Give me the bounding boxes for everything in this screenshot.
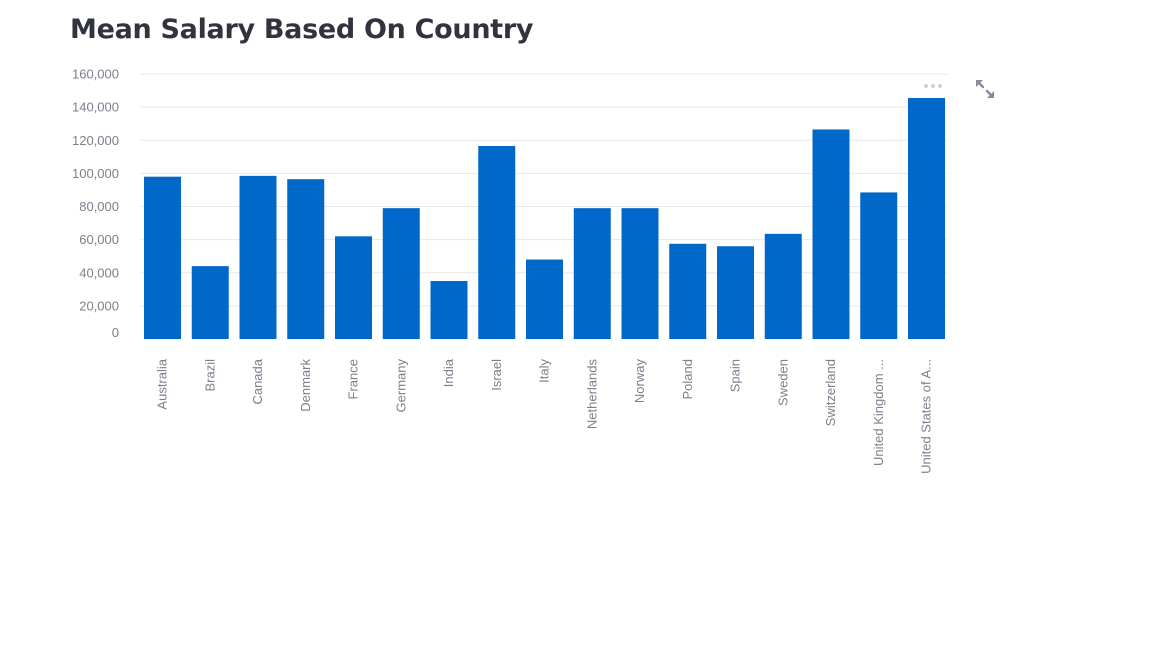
bar-brazil[interactable] — [191, 266, 229, 339]
y-tick-label: 0 — [112, 325, 119, 340]
x-tick-label: Netherlands — [584, 359, 599, 430]
x-tick-label: Denmark — [298, 359, 313, 412]
bar-denmark[interactable] — [287, 179, 325, 339]
x-tick-label: France — [346, 359, 361, 399]
bar-poland[interactable] — [669, 243, 707, 339]
bar-spain[interactable] — [717, 246, 754, 339]
y-tick-label: 20,000 — [79, 298, 119, 313]
expand-icon[interactable] — [974, 78, 996, 100]
x-tick-label: Brazil — [202, 359, 217, 392]
x-tick-label: Italy — [537, 359, 552, 383]
bar-israel[interactable] — [478, 146, 516, 339]
bar-australia[interactable] — [144, 176, 181, 339]
x-tick-label: Switzerland — [823, 359, 838, 426]
more-horizontal-icon[interactable] — [924, 80, 944, 92]
bar-india[interactable] — [430, 281, 468, 339]
x-tick-label: Israel — [489, 359, 504, 391]
y-axis-ticks: 0 20,000 40,000 60,000 80,000 100,000 120,000 1… — [72, 67, 119, 341]
bars — [144, 98, 945, 339]
y-tick-label: 120,000 — [72, 133, 119, 148]
x-tick-label: United Kingdom ... — [871, 359, 886, 466]
x-tick-label: Germany — [393, 359, 408, 413]
x-tick-label: Norway — [632, 359, 647, 404]
x-axis-ticks: Australia Brazil Canada Denmark France German… — [155, 358, 934, 474]
bar-united-states-of-a[interactable] — [908, 98, 945, 339]
y-tick-label: 160,000 — [72, 67, 119, 82]
y-tick-label: 100,000 — [72, 166, 119, 181]
y-tick-label: 60,000 — [79, 232, 119, 247]
x-tick-label: Poland — [680, 359, 695, 399]
bar-netherlands[interactable] — [573, 208, 611, 339]
bar-canada[interactable] — [239, 175, 277, 339]
bar-germany[interactable] — [382, 208, 420, 339]
y-tick-label: 80,000 — [79, 199, 119, 214]
x-tick-label: Australia — [155, 358, 170, 409]
bar-norway[interactable] — [621, 208, 659, 339]
y-tick-label: 140,000 — [72, 100, 119, 115]
bar-france[interactable] — [335, 236, 372, 339]
bar-switzerland[interactable] — [812, 129, 850, 339]
page-title: Mean Salary Based On Country — [70, 14, 534, 45]
x-tick-label: India — [441, 358, 456, 387]
bar-united-kingdom[interactable] — [860, 192, 898, 339]
x-tick-label: Spain — [728, 359, 743, 392]
x-tick-label: United States of A... — [919, 359, 934, 474]
x-tick-label: Sweden — [775, 359, 790, 406]
y-tick-label: 40,000 — [79, 265, 119, 280]
x-tick-label: Canada — [250, 358, 265, 404]
bar-italy[interactable] — [526, 259, 563, 340]
bar-sweden[interactable] — [764, 233, 802, 339]
